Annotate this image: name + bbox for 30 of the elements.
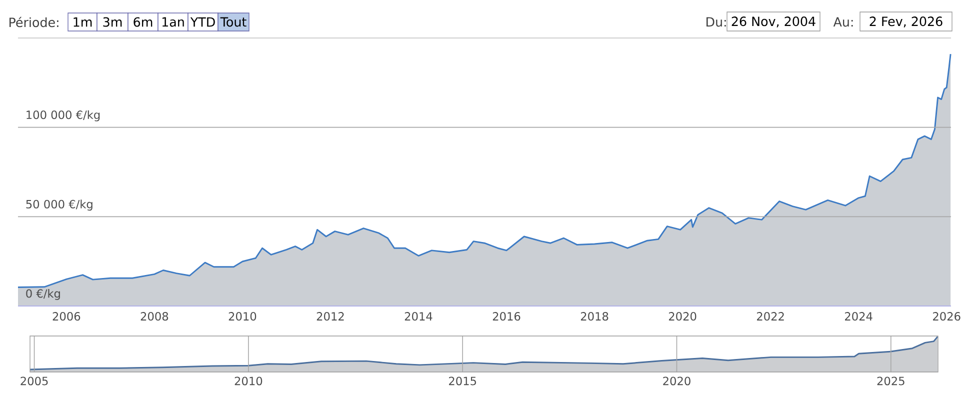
text: YTD bbox=[190, 17, 215, 27]
x-tick-label: 2006 bbox=[52, 312, 80, 321]
x-tick-label: 2024 bbox=[845, 312, 872, 321]
text: 26 Nov, 2004 bbox=[732, 16, 816, 28]
text: 2 Fev, 2026 bbox=[870, 16, 942, 28]
x-tick-label: 2005 bbox=[20, 376, 48, 386]
x-tick-label: 2008 bbox=[140, 312, 168, 321]
x-tick-label: 2020 bbox=[663, 376, 690, 386]
y-tick-label: 0 €/kg bbox=[26, 288, 60, 300]
y-tick-label: 100 000 €/kg bbox=[26, 110, 100, 122]
text: Période: bbox=[10, 16, 58, 28]
x-tick-label: 2026 bbox=[933, 312, 960, 321]
x-tick-label: 2025 bbox=[877, 376, 904, 386]
x-tick-label: 2012 bbox=[316, 312, 344, 321]
x-tick-label: 2010 bbox=[228, 312, 256, 321]
text: Au: bbox=[833, 17, 853, 27]
text: 1an bbox=[162, 17, 184, 27]
x-tick-label: 2016 bbox=[492, 312, 520, 321]
text: Tout bbox=[220, 17, 246, 27]
text: 6m bbox=[134, 17, 152, 27]
text: 3m bbox=[103, 17, 122, 27]
x-tick-label: 2018 bbox=[580, 312, 608, 321]
x-tick-label: 2015 bbox=[449, 376, 476, 386]
x-tick-label: 2010 bbox=[234, 376, 262, 386]
x-tick-label: 2022 bbox=[756, 312, 784, 321]
text: 1m bbox=[74, 17, 92, 27]
text: Du: bbox=[706, 17, 726, 27]
y-tick-label: 50 000 €/kg bbox=[26, 200, 92, 211]
x-tick-label: 2020 bbox=[668, 312, 696, 321]
x-tick-label: 2014 bbox=[404, 312, 432, 321]
